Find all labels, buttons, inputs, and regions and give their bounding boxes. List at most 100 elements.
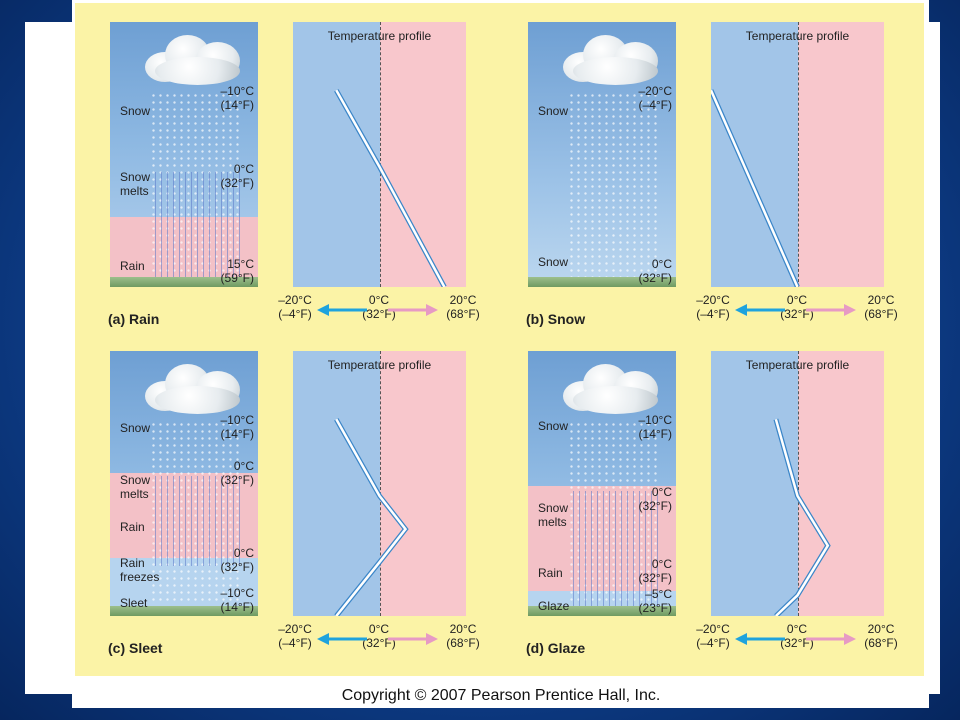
glaze-sky-scene: Snow Snow melts Rain Glaze –10°C (14°F) … — [528, 351, 676, 616]
profile-line — [711, 89, 799, 287]
axis-left: –20°C (–4°F) — [278, 293, 312, 321]
precipitation-figure: Snow Snow melts Rain –10°C (14°F) 0°C (3… — [75, 3, 924, 704]
label-snow: Snow — [120, 421, 151, 435]
ground — [110, 606, 258, 616]
freezing-line — [379, 22, 381, 287]
axis-left: –20°C (–4°F) — [696, 622, 730, 650]
snowflakes — [568, 92, 658, 282]
warm-zone — [379, 351, 466, 616]
axis-right: 20°C (68°F) — [864, 293, 898, 321]
axis-mid: 0°C (32°F) — [362, 293, 396, 321]
sleet-sky-scene: Snow Snow melts Rain Rain freezes Sleet … — [110, 351, 258, 616]
temp-top: –10°C — [220, 84, 255, 98]
axis-mid: 0°C (32°F) — [780, 293, 814, 321]
profile-title: Temperature profile — [745, 358, 850, 372]
cold-zone — [711, 22, 798, 287]
temperature-profile-graph: Temperature profile — [711, 22, 884, 287]
temp-top-f: (–4°F) — [638, 98, 672, 112]
caption-rain: (a) Rain — [108, 311, 160, 327]
panel-rain: Snow Snow melts Rain –10°C (14°F) 0°C (3… — [75, 3, 480, 333]
label-snow: Snow — [120, 104, 151, 118]
label-snow: Snow — [538, 419, 569, 433]
axis-right: 20°C (68°F) — [446, 293, 480, 321]
temperature-profile-graph: Temperature profile — [293, 22, 466, 287]
label-glaze: Glaze — [538, 599, 570, 613]
axis-left: –20°C (–4°F) — [278, 622, 312, 650]
cloud-icon — [558, 27, 668, 87]
rain-sky-scene: Snow Snow melts Rain –10°C (14°F) 0°C (3… — [110, 22, 258, 287]
temp-ground-f: (59°F) — [220, 271, 254, 285]
temp-ground: –5°C — [645, 587, 672, 601]
temp-mid-f: (32°F) — [220, 176, 254, 190]
axis-arrows — [733, 632, 858, 646]
temperature-line — [334, 89, 447, 287]
label-snow-melts-1: Snow — [120, 473, 151, 487]
temp-mid-f: (32°F) — [638, 499, 672, 513]
axis-left: –20°C (–4°F) — [696, 293, 730, 321]
caption-sleet: (c) Sleet — [108, 640, 163, 656]
temp-top: –10°C — [638, 413, 673, 427]
label-snow-ground: Snow — [538, 255, 569, 269]
profile-title: Temperature profile — [745, 29, 850, 43]
temperature-profile-graph: Temperature profile — [293, 351, 466, 616]
freezing-line — [797, 351, 799, 616]
label-rain: Rain — [538, 566, 563, 580]
temp-ground: 15°C — [227, 257, 254, 271]
temp-low-f: (32°F) — [220, 560, 254, 574]
temperature-line — [711, 89, 800, 287]
label-rain: Rain — [120, 259, 145, 273]
ground — [528, 277, 676, 287]
profile-title: Temperature profile — [327, 358, 432, 372]
cold-zone — [711, 351, 798, 616]
label-rain-freezes-1: Rain — [120, 556, 145, 570]
temp-ground-f: (23°F) — [638, 601, 672, 615]
profile-title: Temperature profile — [327, 29, 432, 43]
raindrops — [155, 476, 240, 566]
axis-right: 20°C (68°F) — [864, 622, 898, 650]
panel-glaze: Snow Snow melts Rain Glaze –10°C (14°F) … — [493, 332, 898, 662]
panel-sleet: Snow Snow melts Rain Rain freezes Sleet … — [75, 332, 480, 662]
label-snow-melts-2: melts — [120, 184, 149, 198]
freezing-line — [797, 22, 799, 287]
cloud-icon — [140, 27, 250, 87]
temperature-profile-graph: Temperature profile — [711, 351, 884, 616]
cold-zone — [293, 351, 380, 616]
temp-top: –20°C — [638, 84, 673, 98]
axis-right: 20°C (68°F) — [446, 622, 480, 650]
freezing-line — [379, 351, 381, 616]
temp-mid: 0°C — [233, 162, 254, 176]
temp-ground: 0°C — [651, 257, 672, 271]
axis-arrows — [315, 303, 440, 317]
temp-top-f: (14°F) — [220, 427, 254, 441]
temp-low-f: (32°F) — [638, 571, 672, 585]
profile-line — [335, 418, 408, 616]
label-snow-melts-2: melts — [120, 487, 149, 501]
temp-mid-f: (32°F) — [220, 473, 254, 487]
label-sleet: Sleet — [120, 596, 148, 610]
temp-top: –10°C — [220, 413, 255, 427]
axis-arrows — [315, 632, 440, 646]
temp-mid: 0°C — [233, 459, 254, 473]
cloud-icon — [558, 356, 668, 416]
raindrops — [573, 491, 658, 611]
label-rain: Rain — [120, 520, 145, 534]
ground — [528, 606, 676, 616]
temp-low: 0°C — [651, 557, 672, 571]
temp-top-f: (14°F) — [220, 98, 254, 112]
snow-sky-scene: Snow Snow –20°C (–4°F) 0°C (32°F) — [528, 22, 676, 287]
panel-snow: Snow Snow –20°C (–4°F) 0°C (32°F) Temper… — [493, 3, 898, 333]
axis-mid: 0°C (32°F) — [362, 622, 396, 650]
temp-ground-f: (32°F) — [638, 271, 672, 285]
ground — [110, 277, 258, 287]
profile-line — [774, 418, 830, 616]
temperature-line — [334, 418, 409, 616]
label-snow-melts-1: Snow — [120, 170, 151, 184]
temp-low: 0°C — [233, 546, 254, 560]
caption-glaze: (d) Glaze — [526, 640, 586, 656]
axis-arrows — [733, 303, 858, 317]
label-rain-freezes-2: freezes — [120, 570, 160, 584]
cloud-icon — [140, 356, 250, 416]
copyright: Copyright © 2007 Pearson Prentice Hall, … — [341, 687, 661, 704]
temp-mid: 0°C — [651, 485, 672, 499]
cold-zone — [293, 22, 380, 287]
